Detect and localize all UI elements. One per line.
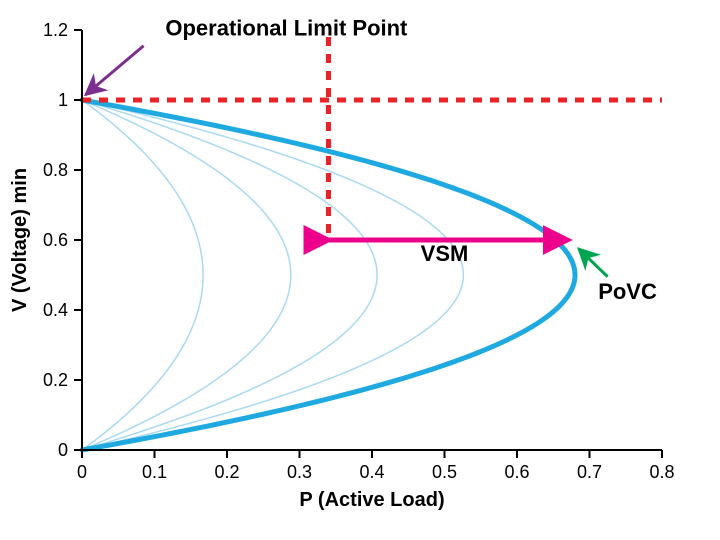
vsm-label: VSM [421,241,469,266]
nose-curve-0 [82,100,203,450]
x-tick-label: 0.7 [577,462,602,482]
y-tick-label: 0.8 [43,160,68,180]
y-tick-label: 0.2 [43,370,68,390]
y-axis-label: V (Voltage) min [9,168,31,312]
y-tick-label: 0.4 [43,300,68,320]
vsm-arrow: VSM [329,240,568,266]
y-tick-label: 0.6 [43,230,68,250]
nose-curves [82,100,575,450]
nose-curve-4 [82,100,575,450]
reference-dashes [82,37,662,240]
y-tick-label: 1.2 [43,20,68,40]
povc-label: PoVC [598,279,657,304]
x-tick-label: 0.3 [287,462,312,482]
operational-limit-point-callout: Operational Limit Point [86,15,408,95]
povc-arrow [579,249,608,277]
x-tick-label: 0.1 [142,462,167,482]
x-tick-label: 0 [77,462,87,482]
y-tick-label: 0 [58,440,68,460]
povc-callout: PoVC [579,249,657,304]
x-axis-label: P (Active Load) [299,489,444,511]
x-tick-label: 0.5 [432,462,457,482]
x-tick-label: 0.2 [214,462,239,482]
olp-arrow [86,46,144,95]
x-tick-label: 0.6 [504,462,529,482]
nose-curve-3 [82,100,463,450]
pv-curve-chart: VSM 0 0.1 0.2 0.3 0.4 0.5 0.6 0.7 0.8 0 0.2 0.4 0.6 0… [0,0,720,540]
olp-label: Operational Limit Point [165,15,408,40]
nose-curve-1 [82,100,291,450]
x-tick-label: 0.8 [649,462,674,482]
x-tick-label: 0.4 [359,462,384,482]
y-tick-label: 1 [58,90,68,110]
